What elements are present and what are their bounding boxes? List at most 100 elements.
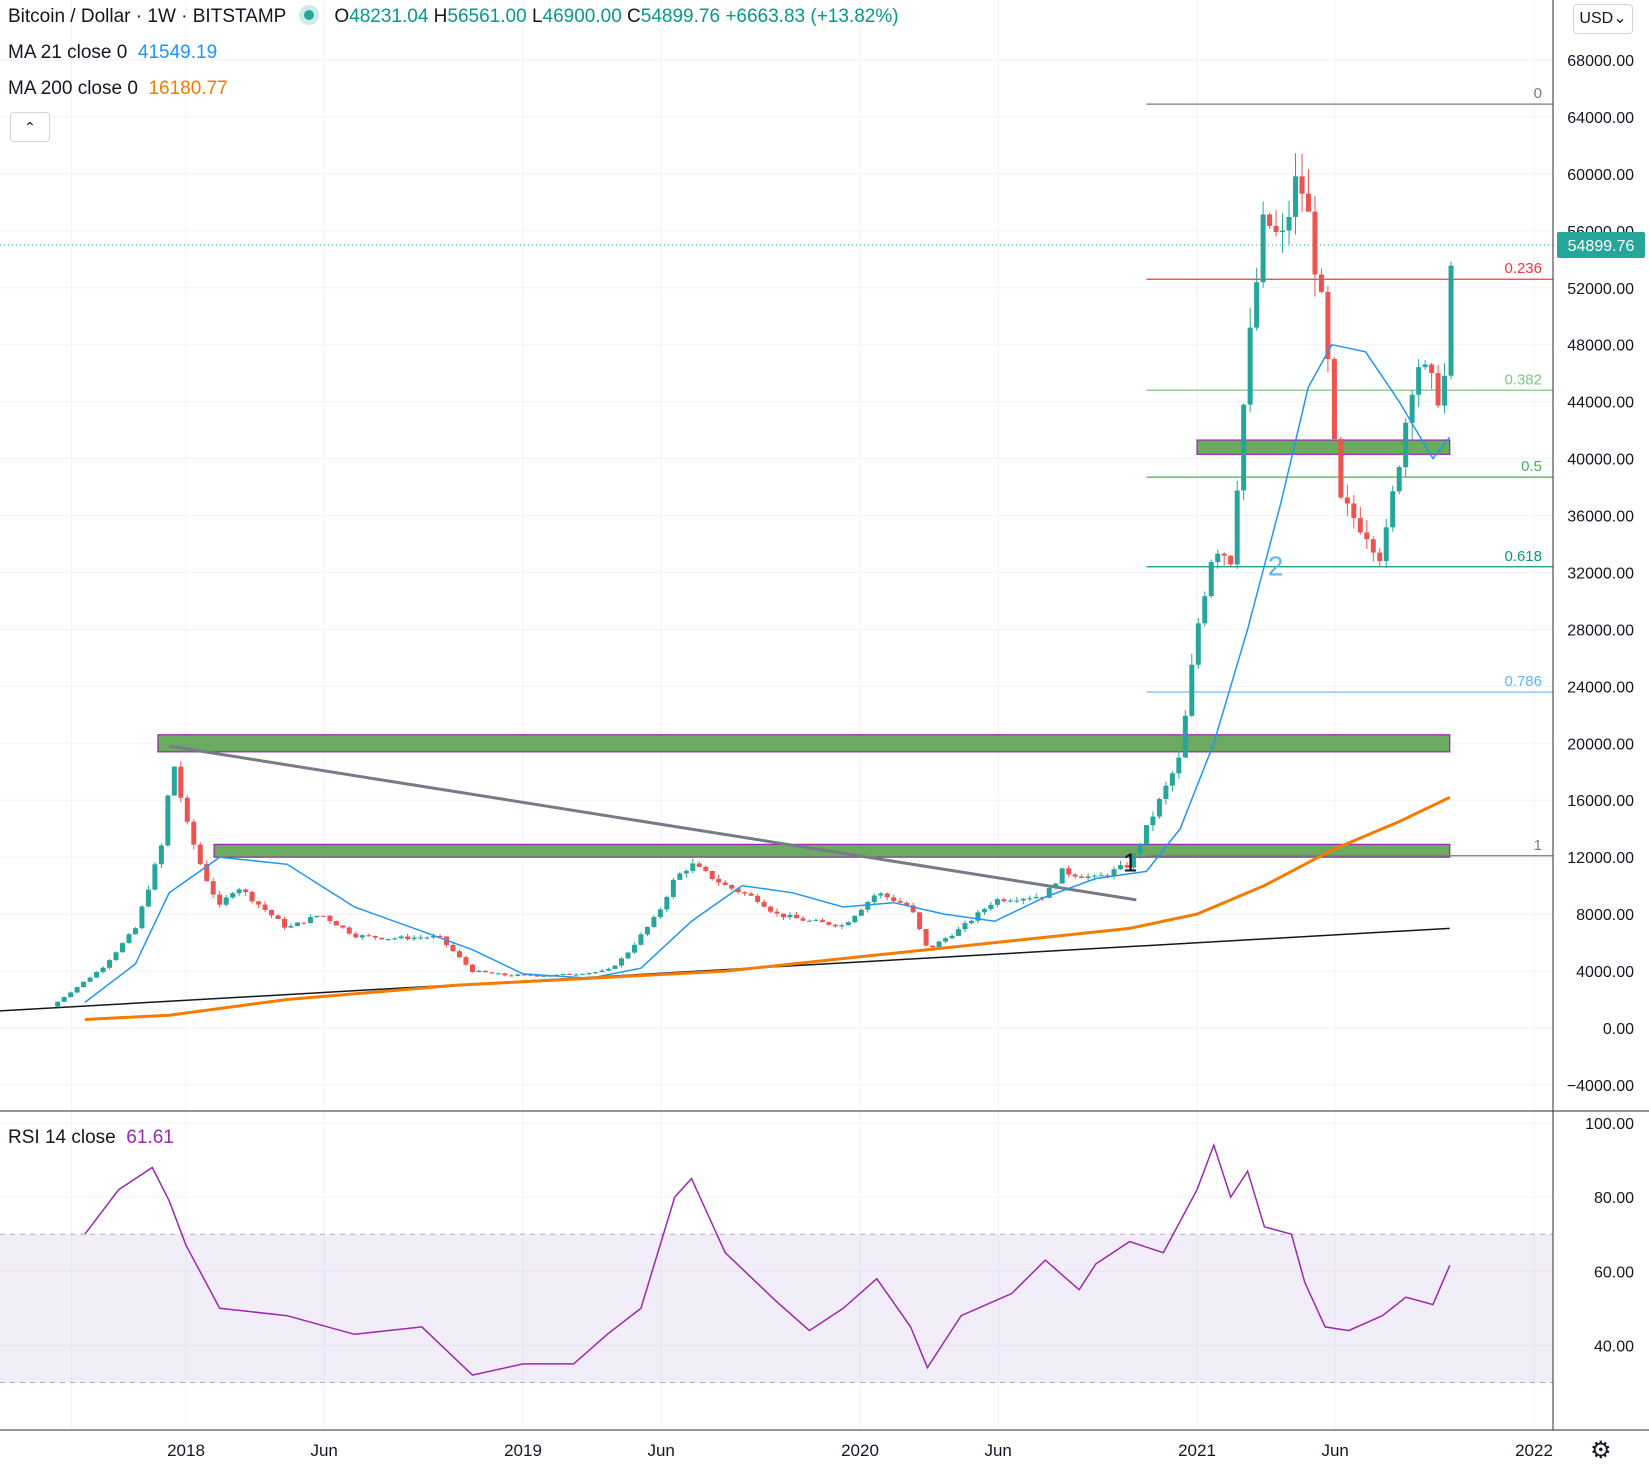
candle-body bbox=[664, 896, 670, 910]
candle-body bbox=[1338, 439, 1344, 498]
candle-body bbox=[495, 973, 501, 975]
collapse-legend-button[interactable]: ⌃ bbox=[10, 112, 50, 142]
candle-body bbox=[1027, 898, 1033, 900]
price-tick-label: −4000.00 bbox=[1567, 1078, 1634, 1095]
close-value: 54899.76 bbox=[640, 6, 721, 27]
candle-body bbox=[580, 974, 586, 976]
candle-body bbox=[1422, 364, 1428, 368]
fib-label-0.618: 0.618 bbox=[1504, 548, 1542, 565]
currency-selector[interactable]: USD⌄ bbox=[1573, 4, 1633, 34]
candle-body bbox=[1267, 214, 1273, 226]
candle-body bbox=[340, 925, 346, 928]
candle-body bbox=[346, 927, 352, 934]
candle-body bbox=[910, 905, 916, 913]
candle-body bbox=[1085, 876, 1091, 879]
symbol-header: Bitcoin / Dollar · 1W · BITSTAMP O48231.0… bbox=[8, 6, 899, 28]
candle-body bbox=[638, 934, 644, 945]
candle-body bbox=[1130, 854, 1136, 868]
symbol-title[interactable]: Bitcoin / Dollar · 1W · BITSTAMP bbox=[8, 6, 287, 27]
candle-body bbox=[508, 975, 514, 977]
candle-body bbox=[119, 943, 125, 953]
candle-body bbox=[262, 904, 268, 910]
candle-body bbox=[450, 944, 456, 952]
candle-body bbox=[1331, 359, 1337, 440]
candle-body bbox=[956, 929, 962, 936]
candle-body bbox=[1364, 532, 1370, 540]
candle-body bbox=[476, 970, 482, 973]
candle-body bbox=[178, 766, 184, 798]
candle-body bbox=[1228, 555, 1234, 565]
price-tick-label: 4000.00 bbox=[1576, 964, 1634, 981]
candle-body bbox=[606, 968, 612, 971]
candle-body bbox=[904, 902, 910, 906]
fib-label-1: 1 bbox=[1534, 837, 1542, 854]
candle-body bbox=[1105, 875, 1111, 877]
candle-body bbox=[1182, 715, 1188, 758]
candle-body bbox=[424, 937, 430, 939]
price-tick-label: 20000.00 bbox=[1567, 736, 1634, 753]
candle-body bbox=[1176, 757, 1182, 774]
candle-body bbox=[1111, 869, 1117, 876]
change-value: +6663.83 (+13.82%) bbox=[725, 6, 899, 27]
high-label: H bbox=[433, 6, 448, 27]
fib-levels: 0 0.236 0.382 0.5 0.618 0.786 1 bbox=[1146, 85, 1553, 857]
candle-body bbox=[1325, 291, 1331, 360]
gear-icon[interactable]: ⚙ bbox=[1590, 1437, 1612, 1464]
annotation-2: 2 bbox=[1268, 550, 1284, 581]
candle-body bbox=[1208, 561, 1214, 597]
candle-body bbox=[742, 892, 748, 894]
candle-body bbox=[994, 899, 1000, 905]
candle-body bbox=[320, 915, 326, 917]
candle-body bbox=[1079, 876, 1085, 879]
candle-body bbox=[132, 928, 138, 935]
candle-body bbox=[210, 881, 216, 895]
candle-body bbox=[1150, 816, 1156, 826]
candle-body bbox=[100, 967, 106, 973]
candle-body bbox=[94, 972, 100, 978]
candle-body bbox=[307, 917, 313, 924]
candle-body bbox=[372, 935, 378, 938]
candle-body bbox=[431, 935, 437, 938]
candle-body bbox=[1143, 825, 1149, 845]
candle-body bbox=[61, 997, 67, 1002]
candle-body bbox=[1118, 865, 1124, 870]
ma21-legend[interactable]: MA 21 close 0 41549.19 bbox=[8, 42, 217, 64]
candle-body bbox=[223, 897, 229, 905]
candle-body bbox=[716, 878, 722, 883]
candle-body bbox=[832, 924, 838, 927]
price-tick-label: 36000.00 bbox=[1567, 509, 1634, 526]
candle-body bbox=[722, 882, 728, 885]
candle-body bbox=[631, 944, 637, 953]
candle-body bbox=[781, 913, 787, 918]
candle-body bbox=[560, 973, 566, 975]
candle-body bbox=[619, 958, 625, 966]
rsi-band-fill bbox=[0, 1234, 1553, 1383]
close-label: C bbox=[627, 6, 641, 27]
candle-body bbox=[1241, 404, 1247, 491]
price-tick-label: 32000.00 bbox=[1567, 565, 1634, 582]
time-tick-label: 2019 bbox=[504, 1441, 542, 1460]
candle-body bbox=[418, 937, 424, 939]
last-price-label: 54899.76 bbox=[1568, 238, 1635, 255]
ma200-legend[interactable]: MA 200 close 0 16180.77 bbox=[8, 78, 228, 100]
price-tick-label: 12000.00 bbox=[1567, 850, 1634, 867]
last-price-badge bbox=[1557, 232, 1645, 259]
rsi-legend[interactable]: RSI 14 close 61.61 bbox=[8, 1127, 174, 1149]
fib-label-0.236: 0.236 bbox=[1504, 260, 1542, 277]
candle-body bbox=[301, 922, 307, 924]
candle-body bbox=[107, 960, 113, 968]
candle-body bbox=[1409, 394, 1415, 423]
time-tick-label: 2022 bbox=[1515, 1441, 1553, 1460]
candle-body bbox=[327, 915, 333, 922]
moving-averages bbox=[84, 343, 1451, 1021]
candle-body bbox=[165, 795, 171, 846]
ma21-line bbox=[84, 343, 1451, 1003]
candle-body bbox=[437, 935, 443, 937]
candle-body bbox=[81, 981, 87, 988]
candle-body bbox=[1442, 375, 1448, 406]
candle-body bbox=[657, 909, 663, 918]
candle-body bbox=[1053, 883, 1059, 888]
grid bbox=[0, 0, 1553, 1428]
rsi-line bbox=[84, 1142, 1451, 1376]
